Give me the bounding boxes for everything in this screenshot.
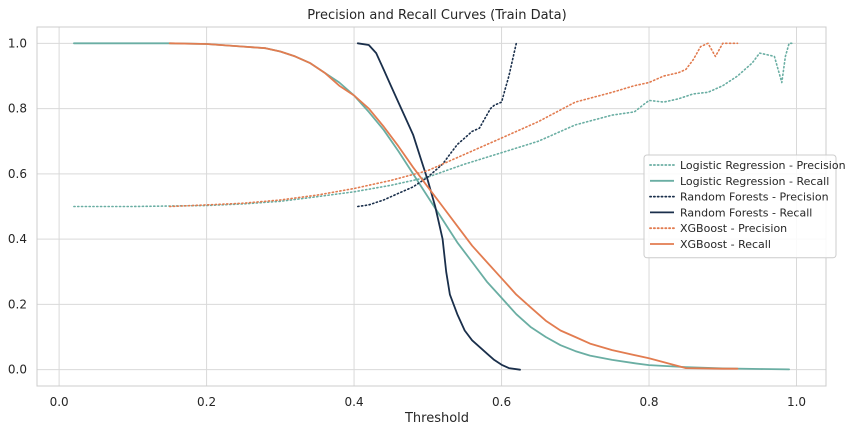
legend-label: Random Forests - Precision: [680, 191, 829, 204]
x-axis-ticks: 0.0 0.2 0.4 0.6 0.8 1.0: [50, 395, 806, 409]
legend-label: Random Forests - Recall: [680, 206, 812, 219]
series-line-xgboost-recall: [168, 42, 739, 370]
legend-label: XGBoost - Precision: [680, 222, 787, 235]
x-tick-label: 1.0: [787, 395, 806, 409]
x-tick-label: 0.4: [345, 395, 364, 409]
series-line-xgboost-precision: [168, 42, 739, 208]
chart-title: Precision and Recall Curves (Train Data): [307, 8, 566, 23]
y-axis-ticks: 0.0 0.2 0.4 0.6 0.8 1.0: [8, 36, 27, 376]
y-tick-label: 0.6: [8, 167, 27, 181]
x-tick-label: 0.0: [50, 395, 69, 409]
legend-label: Logistic Regression - Recall: [680, 175, 829, 188]
series-line-random-forests-recall: [356, 42, 521, 371]
legend-label: Logistic Regression - Precision: [680, 159, 846, 172]
y-tick-label: 0.2: [8, 297, 27, 311]
legend-box: [643, 154, 837, 259]
y-tick-label: 1.0: [8, 36, 27, 50]
x-axis-label: Threshold: [404, 411, 469, 426]
y-tick-label: 0.8: [8, 102, 27, 116]
x-tick-label: 0.6: [492, 395, 511, 409]
x-tick-label: 0.2: [197, 395, 216, 409]
legend: Logistic Regression - Precision Logistic …: [643, 154, 846, 259]
y-tick-label: 0.0: [8, 363, 27, 377]
y-tick-label: 0.4: [8, 232, 27, 246]
series-layer: [73, 42, 794, 371]
x-tick-label: 0.8: [639, 395, 658, 409]
series-line-logistic-regression-precision: [73, 42, 794, 208]
series-line-random-forests-precision: [357, 42, 518, 208]
legend-label: XGBoost - Recall: [680, 238, 771, 251]
